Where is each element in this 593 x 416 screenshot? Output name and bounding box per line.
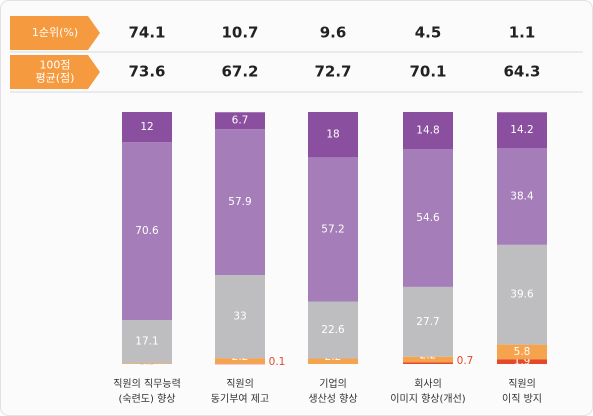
bar-segment <box>403 149 453 287</box>
row-value: 4.5 <box>415 24 442 42</box>
row-value: 64.3 <box>503 63 540 81</box>
row-label: 평균(점) <box>36 72 75 85</box>
bar-segment <box>215 358 265 364</box>
segment-label: 57.9 <box>228 196 251 208</box>
segment-label: 18 <box>326 129 339 141</box>
segment-label: 12 <box>140 121 153 133</box>
bar-segment <box>497 344 547 360</box>
bar-segment <box>308 157 358 302</box>
segment-label: 70.6 <box>135 225 159 237</box>
segment-label: 27.7 <box>416 316 439 328</box>
bar-segment <box>497 148 547 245</box>
row-value: 70.1 <box>409 63 446 81</box>
row-label: 1순위(%) <box>32 26 78 39</box>
segment-label: 33 <box>233 311 246 323</box>
bar-segment <box>308 112 358 158</box>
bar-segment <box>497 112 547 149</box>
row-value: 67.2 <box>221 63 258 81</box>
row-badge <box>10 55 100 89</box>
bar-segment <box>403 286 453 357</box>
x-tick-label: 기업의 <box>319 377 347 390</box>
row-value: 1.1 <box>509 24 536 42</box>
segment-label: 54.6 <box>416 212 440 224</box>
row-label: 100점 <box>39 59 70 72</box>
x-tick-label: 이미지 향상(개선) <box>390 393 465 405</box>
bar-segment <box>122 142 172 321</box>
bar-segment <box>403 356 453 363</box>
bar-segment <box>122 320 172 364</box>
segment-label: 57.2 <box>321 223 344 235</box>
row-value: 9.6 <box>320 24 347 42</box>
row-value: 74.1 <box>128 24 165 42</box>
bar-segment <box>308 358 358 364</box>
row-value: 73.6 <box>128 63 165 81</box>
bar-segment <box>497 359 547 364</box>
bar-segment <box>215 129 265 276</box>
segment-label: 0.7 <box>457 355 474 367</box>
row-value: 72.7 <box>314 63 351 81</box>
bar-segment <box>497 244 547 345</box>
row-badge <box>10 16 100 50</box>
bar-segment <box>308 301 358 359</box>
bar-segment <box>122 363 172 364</box>
bar-segment <box>403 362 453 364</box>
segment-label: 14.8 <box>416 125 439 137</box>
segment-label: 22.6 <box>321 324 345 336</box>
bar-segment <box>215 363 265 365</box>
x-tick-label: 이직 방지 <box>502 393 542 405</box>
segment-label: 14.2 <box>510 124 533 136</box>
segment-label: 6.7 <box>232 115 249 127</box>
x-tick-label: (숙련도) 향상 <box>119 393 176 405</box>
x-tick-label: 회사의 <box>414 378 442 390</box>
row-value: 10.7 <box>221 24 258 42</box>
segment-label: 38.4 <box>510 190 534 202</box>
segment-label: 5.8 <box>514 346 531 358</box>
bar-segment <box>215 275 265 359</box>
bar-segment <box>122 112 172 143</box>
segment-label: 17.1 <box>135 336 158 348</box>
x-tick-label: 직원의 <box>508 378 536 390</box>
x-tick-label: 동기부여 제고 <box>211 393 269 405</box>
x-tick-label: 직원의 <box>226 378 254 390</box>
x-tick-label: 생산성 향상 <box>308 393 357 405</box>
bar-segment <box>403 112 453 150</box>
segment-label: 0.1 <box>269 356 286 368</box>
x-tick-label: 직원의 직무능력 <box>113 378 181 390</box>
bar-segment <box>215 112 265 130</box>
segment-label: 39.6 <box>510 289 534 301</box>
